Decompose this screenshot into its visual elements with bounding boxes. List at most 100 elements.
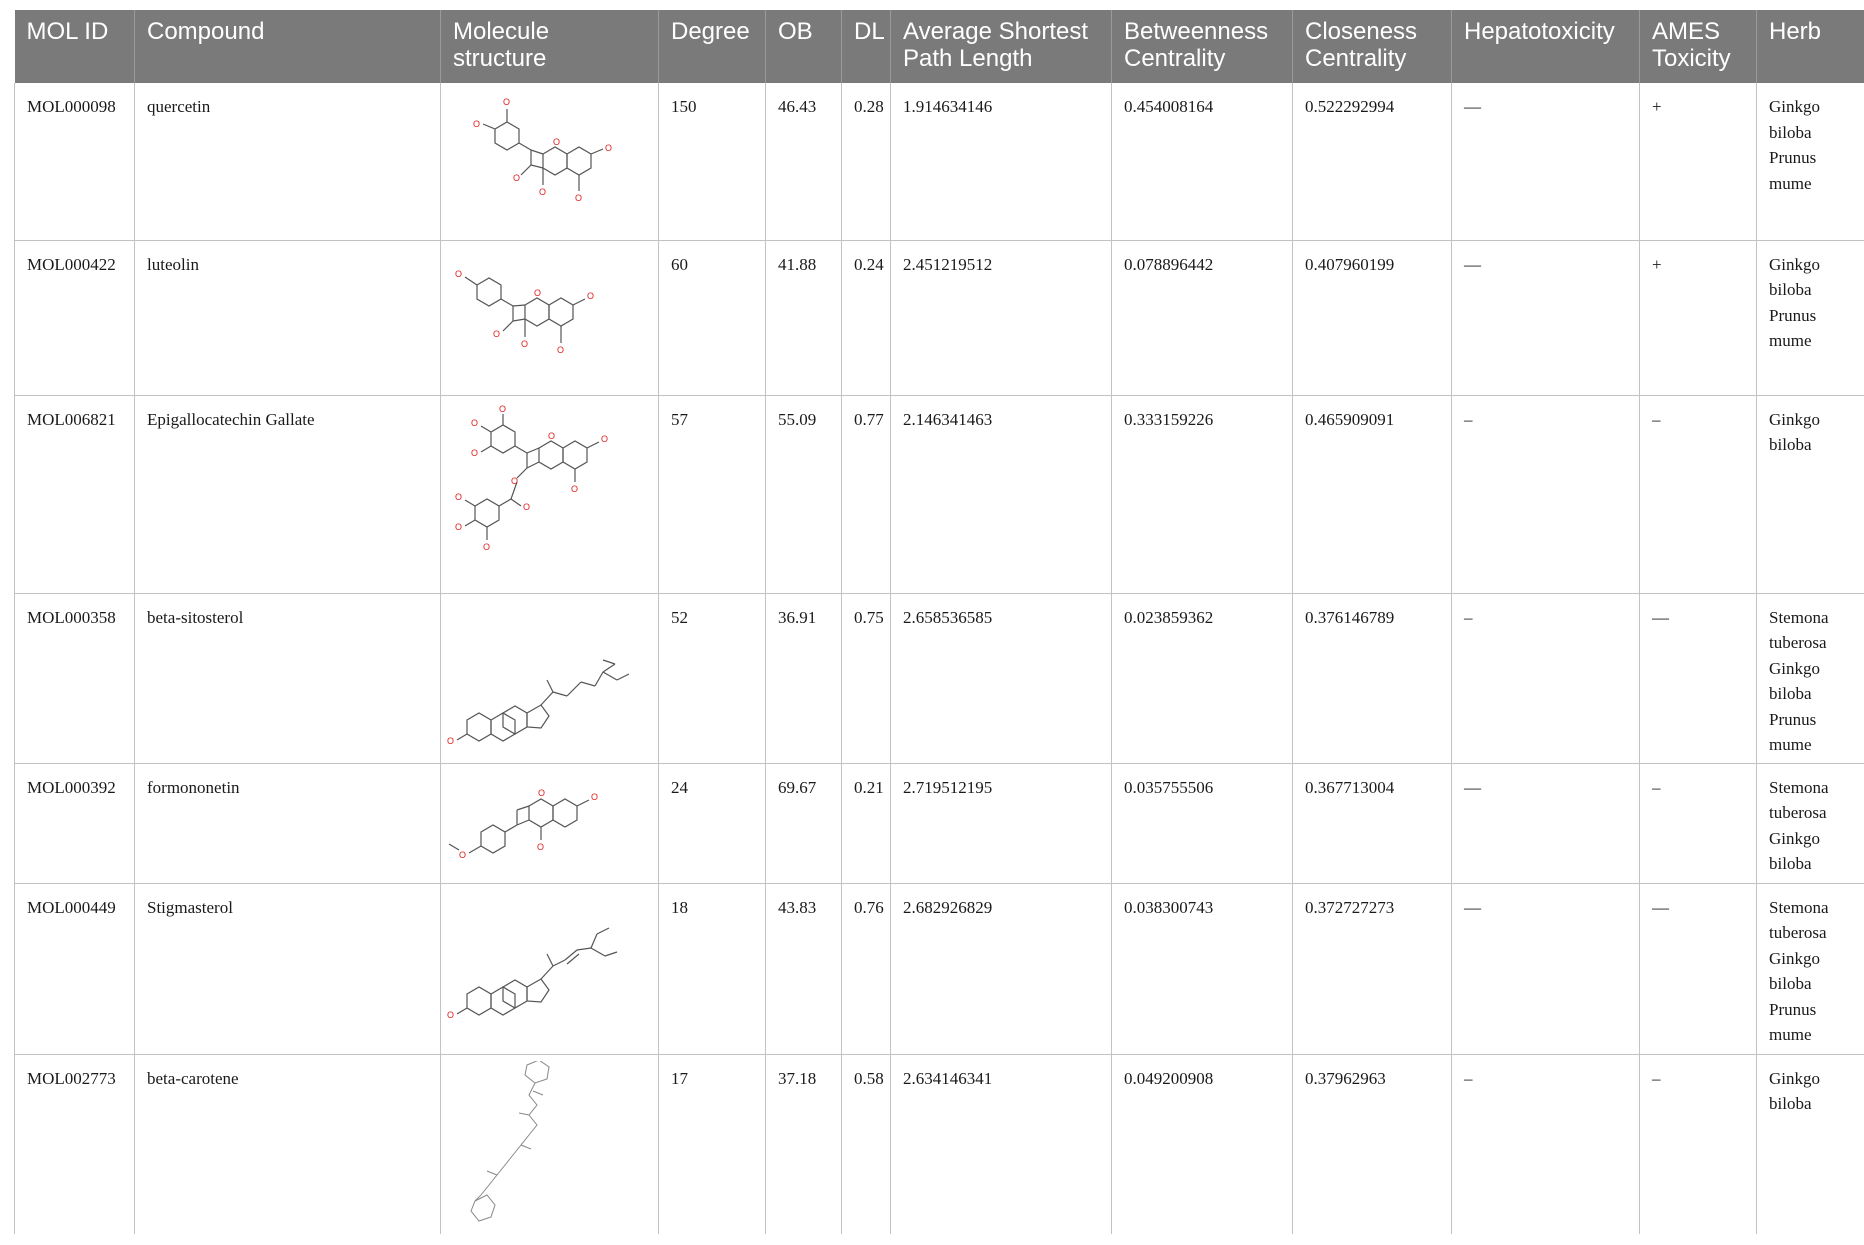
herb-name: Ginkgo [1769, 1068, 1820, 1088]
svg-text:O: O [471, 448, 478, 458]
herb-name: Stemona [1769, 777, 1829, 797]
col-header-betweenness: Betweenness Centrality [1111, 10, 1293, 83]
cell-dl: 0.58 [841, 1054, 891, 1234]
col-header-structure: Molecule structure [440, 10, 659, 83]
isoflavone-structure-image: O O O O [448, 788, 598, 860]
cell-ob: 69.67 [765, 763, 842, 884]
cell-aspl: 2.146341463 [890, 395, 1112, 594]
cell-ames: – [1639, 1054, 1757, 1234]
svg-text:O: O [455, 269, 462, 279]
cell-hepatotoxicity: – [1451, 593, 1640, 764]
herb-name: Prunus [1769, 305, 1817, 325]
svg-text:O: O [455, 522, 462, 532]
cell-ames: — [1639, 593, 1757, 764]
col-header-ames: AMES Toxicity [1639, 10, 1757, 83]
cell-herb: Ginkgo biloba Prunus mume [1756, 83, 1864, 241]
cell-degree: 52 [658, 593, 766, 764]
cell-hepatotoxicity: — [1451, 83, 1640, 241]
sterol-structure-image: O [447, 658, 630, 746]
cell-compound: beta-sitosterol [134, 593, 441, 764]
herb-name: Prunus [1769, 709, 1817, 729]
col-header-degree: Degree [658, 10, 766, 83]
cell-closeness: 0.372727273 [1292, 883, 1452, 1055]
svg-text:O: O [447, 736, 454, 746]
cell-hepatotoxicity: – [1451, 1054, 1640, 1234]
svg-text:O: O [521, 339, 528, 349]
cell-dl: 0.28 [841, 83, 891, 241]
cell-closeness: 0.465909091 [1292, 395, 1452, 594]
table-row: MOL000449 Stigmasterol O 18 43 [14, 883, 1864, 1055]
svg-text:O: O [587, 291, 594, 301]
cell-ob: 41.88 [765, 240, 842, 396]
cell-ames: + [1639, 240, 1757, 396]
herb-name: biloba [1769, 435, 1812, 454]
col-header-compound: Compound [134, 10, 441, 83]
herb-name: mume [1769, 1025, 1812, 1044]
herb-name: tuberosa [1769, 803, 1827, 822]
cell-ob: 43.83 [765, 883, 842, 1055]
svg-text:O: O [503, 97, 510, 107]
herb-name: mume [1769, 173, 1812, 193]
cell-aspl: 2.719512195 [890, 763, 1112, 884]
table-row: MOL000392 formononetin O O O O 24 69.67 0.… [14, 763, 1864, 884]
cell-closeness: 0.37962963 [1292, 1054, 1452, 1234]
cell-betweenness: 0.038300743 [1111, 883, 1293, 1055]
cell-betweenness: 0.035755506 [1111, 763, 1293, 884]
cell-dl: 0.24 [841, 240, 891, 396]
cell-structure: O [440, 883, 659, 1055]
cell-ames: – [1639, 395, 1757, 594]
cell-compound: luteolin [134, 240, 441, 396]
svg-text:O: O [523, 502, 530, 512]
table-row: MOL006821 Epigallocatechin Gallate O [14, 395, 1864, 594]
cell-ob: 55.09 [765, 395, 842, 594]
col-header-dl: DL [841, 10, 891, 83]
herb-name: tuberosa [1769, 923, 1827, 942]
cell-structure [440, 1054, 659, 1234]
herb-name: Ginkgo [1769, 828, 1820, 848]
herb-name: Ginkgo [1769, 658, 1820, 678]
herb-name: tuberosa [1769, 633, 1827, 652]
svg-text:O: O [493, 329, 500, 339]
cell-hepatotoxicity: — [1451, 763, 1640, 884]
herb-name: Ginkgo [1769, 97, 1820, 116]
flavonol-structure-image: O O O O O O O [473, 97, 612, 203]
cell-herb: Stemona tuberosa Ginkgo biloba [1756, 763, 1864, 884]
cell-structure: O O O O [440, 763, 659, 884]
svg-text:O: O [537, 842, 544, 852]
herb-name: biloba [1769, 122, 1812, 142]
col-header-ob: OB [765, 10, 842, 83]
cell-compound: Stigmasterol [134, 883, 441, 1055]
table-container: MOL ID Compound Molecule structure Degre… [14, 10, 1864, 1234]
svg-text:O: O [548, 431, 555, 441]
catechin-gallate-structure-image: O O O O O O O O O O O [455, 404, 608, 552]
cell-structure: O O O O O O O O O O O [440, 395, 659, 594]
col-header-hepatotoxicity: Hepatotoxicity [1451, 10, 1640, 83]
svg-text:O: O [538, 788, 545, 798]
cell-mol-id: MOL000098 [14, 83, 135, 241]
svg-text:O: O [571, 484, 578, 494]
cell-compound: beta-carotene [134, 1054, 441, 1234]
cell-compound: formononetin [134, 763, 441, 884]
cell-aspl: 2.682926829 [890, 883, 1112, 1055]
cell-closeness: 0.376146789 [1292, 593, 1452, 764]
cell-degree: 60 [658, 240, 766, 396]
cell-herb: Stemona tuberosa Ginkgo biloba Prunus mu… [1756, 593, 1864, 764]
svg-text:O: O [499, 404, 506, 414]
cell-herb: Ginkgo biloba [1756, 395, 1864, 594]
cell-betweenness: 0.078896442 [1111, 240, 1293, 396]
cell-hepatotoxicity: — [1451, 240, 1640, 396]
svg-text:O: O [459, 850, 466, 860]
cell-hepatotoxicity: – [1451, 395, 1640, 594]
svg-text:O: O [575, 193, 582, 203]
cell-dl: 0.76 [841, 883, 891, 1055]
cell-ames: — [1639, 883, 1757, 1055]
svg-text:O: O [557, 345, 564, 355]
cell-degree: 150 [658, 83, 766, 241]
svg-text:O: O [553, 137, 560, 147]
herb-name: biloba [1769, 854, 1812, 873]
table-row: MOL000098 quercetin O O O O O O O [14, 83, 1864, 241]
herb-name: mume [1769, 331, 1812, 350]
cell-compound: Epigallocatechin Gallate [134, 395, 441, 594]
cell-structure: O O O O O O [440, 240, 659, 396]
cell-betweenness: 0.023859362 [1111, 593, 1293, 764]
